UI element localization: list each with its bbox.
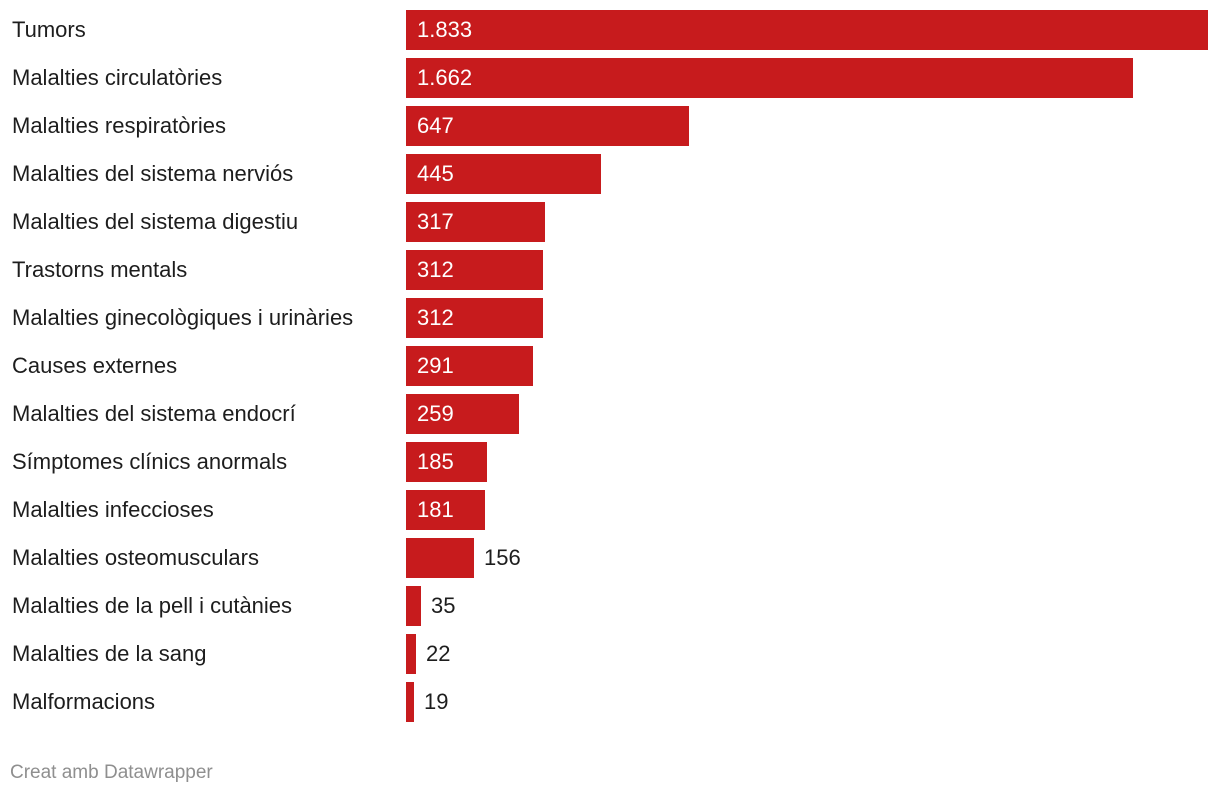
value-label: 156 (484, 545, 521, 570)
bar (406, 58, 1133, 98)
value-label: 647 (417, 113, 454, 138)
value-label: 1.662 (417, 65, 473, 90)
bar (406, 634, 416, 674)
bar (406, 538, 474, 578)
category-label: Tumors (12, 17, 86, 42)
value-label: 259 (417, 401, 454, 426)
category-label: Malalties del sistema nerviós (12, 161, 294, 186)
category-label: Malalties osteomusculars (12, 545, 259, 570)
bar-chart: Tumors 1.833 Malalties circulatòries 1.662 M… (0, 10, 1220, 722)
bar-row: Símptomes clínics anormals 185 (0, 442, 1220, 482)
bar-row: Malalties del sistema nerviós 445 (0, 154, 1220, 194)
value-label: 312 (417, 257, 454, 282)
bar (406, 586, 421, 626)
category-label: Causes externes (12, 353, 178, 378)
bar-row: Malalties circulatòries 1.662 (0, 58, 1220, 98)
bar (406, 394, 519, 434)
bar (406, 442, 487, 482)
value-label: 185 (417, 449, 454, 474)
bar (406, 202, 545, 242)
bar-row: Malalties de la sang 22 (0, 634, 1220, 674)
bar-row: Malalties del sistema endocrí 259 (0, 394, 1220, 434)
bar-row: Malformacions 19 (0, 682, 1220, 722)
bar-row: Tumors 1.833 (0, 10, 1220, 50)
category-label: Malalties circulatòries (12, 65, 223, 90)
category-label: Malalties de la sang (12, 641, 207, 666)
bar-row: Causes externes 291 (0, 346, 1220, 386)
value-label: 181 (417, 497, 454, 522)
bar-row: Malalties infeccioses 181 (0, 490, 1220, 530)
category-label: Trastorns mentals (12, 257, 188, 282)
category-label: Símptomes clínics anormals (12, 449, 288, 474)
value-label: 22 (426, 641, 451, 666)
bar (406, 10, 1208, 50)
bar-row: Trastorns mentals 312 (0, 250, 1220, 290)
bar-row: Malalties ginecològiques i urinàries 312 (0, 298, 1220, 338)
value-label: 312 (417, 305, 454, 330)
category-label: Malformacions (12, 689, 156, 714)
bar (406, 682, 414, 722)
category-label: Malalties de la pell i cutànies (12, 593, 293, 618)
value-label: 1.833 (417, 17, 473, 42)
bar (406, 250, 543, 290)
value-label: 35 (431, 593, 456, 618)
bar (406, 346, 533, 386)
value-label: 291 (417, 353, 454, 378)
category-label: Malalties del sistema digestiu (12, 209, 299, 234)
category-label: Malalties ginecològiques i urinàries (12, 305, 354, 330)
value-label: 317 (417, 209, 454, 234)
value-label: 445 (417, 161, 454, 186)
bar (406, 490, 485, 530)
value-label: 19 (424, 689, 449, 714)
credit-footer: Creat amb Datawrapper (10, 762, 213, 783)
bar-row: Malalties osteomusculars 156 (0, 538, 1220, 578)
category-label: Malalties infeccioses (12, 497, 214, 522)
bar-row: Malalties respiratòries 647 (0, 106, 1220, 146)
category-label: Malalties del sistema endocrí (12, 401, 296, 426)
bar (406, 154, 601, 194)
bar-row: Malalties de la pell i cutànies 35 (0, 586, 1220, 626)
category-label: Malalties respiratòries (12, 113, 226, 138)
bar (406, 106, 689, 146)
bar (406, 298, 543, 338)
bar-row: Malalties del sistema digestiu 317 (0, 202, 1220, 242)
